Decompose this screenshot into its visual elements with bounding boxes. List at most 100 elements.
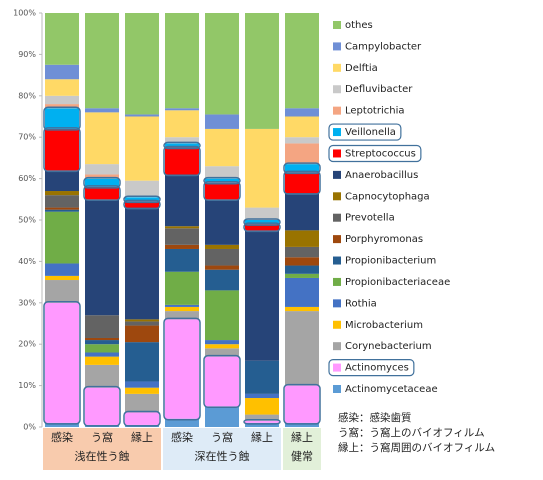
bar-segment — [85, 344, 119, 353]
bar-segment — [45, 108, 79, 129]
highlight-box — [123, 199, 161, 210]
legend-swatch — [333, 299, 341, 308]
y-tick-label: 40% — [18, 257, 36, 266]
bar-segment — [45, 275, 79, 281]
bar-segment — [245, 420, 279, 423]
y-tick-label: 20% — [18, 340, 36, 349]
bar-segment — [245, 224, 279, 231]
bar-segment — [285, 172, 319, 194]
bar-segment — [85, 164, 119, 175]
group-label: 健常 — [291, 450, 313, 463]
bar-segment — [165, 319, 199, 419]
legend-swatch — [333, 256, 341, 265]
bar-segment — [165, 13, 199, 109]
bar-segment — [85, 112, 119, 165]
bar-segment — [45, 211, 79, 264]
bar-segment — [165, 244, 199, 249]
bar-segment — [205, 265, 239, 270]
bar-segment — [285, 311, 319, 386]
bar-segment — [245, 230, 279, 361]
legend-swatch — [333, 149, 341, 158]
legend-swatch — [333, 320, 341, 329]
bar-segment — [45, 195, 79, 208]
y-tick-label: 10% — [18, 381, 36, 390]
bar-segment — [285, 306, 319, 312]
y-tick-label: 80% — [18, 91, 36, 100]
bar-segment — [205, 290, 239, 341]
bar-segment — [205, 248, 239, 266]
bar-segment — [85, 174, 119, 179]
bar-segment — [205, 348, 239, 357]
highlight-box — [243, 218, 281, 226]
bar-segment — [165, 418, 199, 427]
legend-label: Propionibacteriaceae — [345, 277, 450, 288]
legend-swatch — [333, 21, 341, 29]
legend-swatch — [333, 63, 341, 72]
bar-segment — [245, 393, 279, 399]
annotation: う窩：う窩上のバイオフィルム — [338, 426, 485, 439]
group-band — [283, 428, 321, 470]
group-band — [43, 428, 161, 470]
x-tick-label: う窩 — [91, 430, 113, 444]
bar-segment — [245, 13, 279, 129]
bar-segment — [285, 273, 319, 278]
bar-segment — [165, 108, 199, 111]
legend-label: Actinomyces — [345, 363, 409, 374]
bar-segment — [45, 79, 79, 96]
bar-segment — [285, 257, 319, 266]
bar-segment — [205, 344, 239, 349]
bar-segment — [285, 137, 319, 144]
x-tick-label: 感染 — [51, 430, 73, 444]
bar-segment — [165, 143, 199, 148]
bar-segment — [125, 393, 159, 413]
bar-segment — [205, 199, 239, 245]
bar-segment — [285, 422, 319, 427]
highlight-box — [123, 410, 161, 427]
bar-segment — [165, 110, 199, 138]
bar-segment — [285, 108, 319, 117]
bar-segment — [165, 174, 199, 227]
bar-segment — [245, 414, 279, 421]
bar-segment — [125, 321, 159, 326]
bar-segment — [85, 186, 119, 200]
bar-segment — [205, 244, 239, 249]
bar-segment — [285, 13, 319, 109]
highlight-box — [203, 176, 241, 185]
bar-segment — [245, 207, 279, 220]
bar-segment — [85, 387, 119, 425]
legend-swatch — [333, 42, 341, 51]
highlight-box — [83, 176, 121, 189]
bar-segment — [125, 325, 159, 343]
legend-highlight — [328, 123, 402, 141]
bar-segment — [85, 178, 119, 187]
legend-highlight — [328, 144, 422, 163]
legend-label: Capnocytophaga — [345, 191, 430, 202]
bar-segment — [85, 199, 119, 316]
bar-segment — [245, 128, 279, 208]
bar-segment — [165, 311, 199, 320]
annotation: 縁上：う窩周囲のバイオフィルム — [338, 441, 495, 454]
highlight-box — [243, 222, 281, 233]
legend-label: Leptotrichia — [345, 106, 405, 117]
bar-segment — [205, 178, 239, 183]
highlight-box — [243, 419, 281, 425]
bar-segment — [45, 13, 79, 65]
bar-segment — [165, 271, 199, 305]
bar-segment — [125, 387, 159, 394]
bar-segment — [165, 304, 199, 307]
bar-segment — [285, 193, 319, 231]
bar-segment — [85, 356, 119, 365]
legend-label: Veillonella — [345, 127, 396, 138]
bar-segment — [165, 248, 199, 272]
legend-swatch — [333, 235, 341, 244]
legend-swatch — [333, 342, 341, 351]
bar-segment — [125, 342, 159, 382]
highlight-box — [283, 170, 321, 195]
y-tick-label: 50% — [18, 216, 36, 225]
bar-segment — [245, 360, 279, 394]
y-tick-label: 70% — [18, 133, 36, 142]
bar-segment — [205, 406, 239, 427]
bar-segment — [285, 164, 319, 173]
highlight-box — [163, 141, 201, 150]
x-tick-label: 感染 — [171, 430, 193, 444]
